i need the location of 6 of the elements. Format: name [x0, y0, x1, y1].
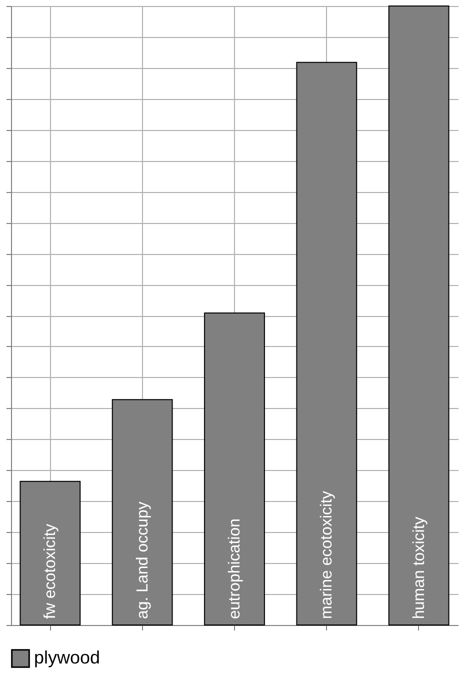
x-tick-label: marine ecotoxicity: [318, 490, 336, 619]
x-tick-label: ag. Land occupy: [134, 502, 152, 619]
legend-label: plywood: [34, 648, 100, 668]
x-tick-label: eutrophication: [226, 518, 244, 619]
x-tick-label: human toxicity: [410, 516, 428, 619]
x-tick-label: fw ecotoxicity: [42, 524, 60, 619]
